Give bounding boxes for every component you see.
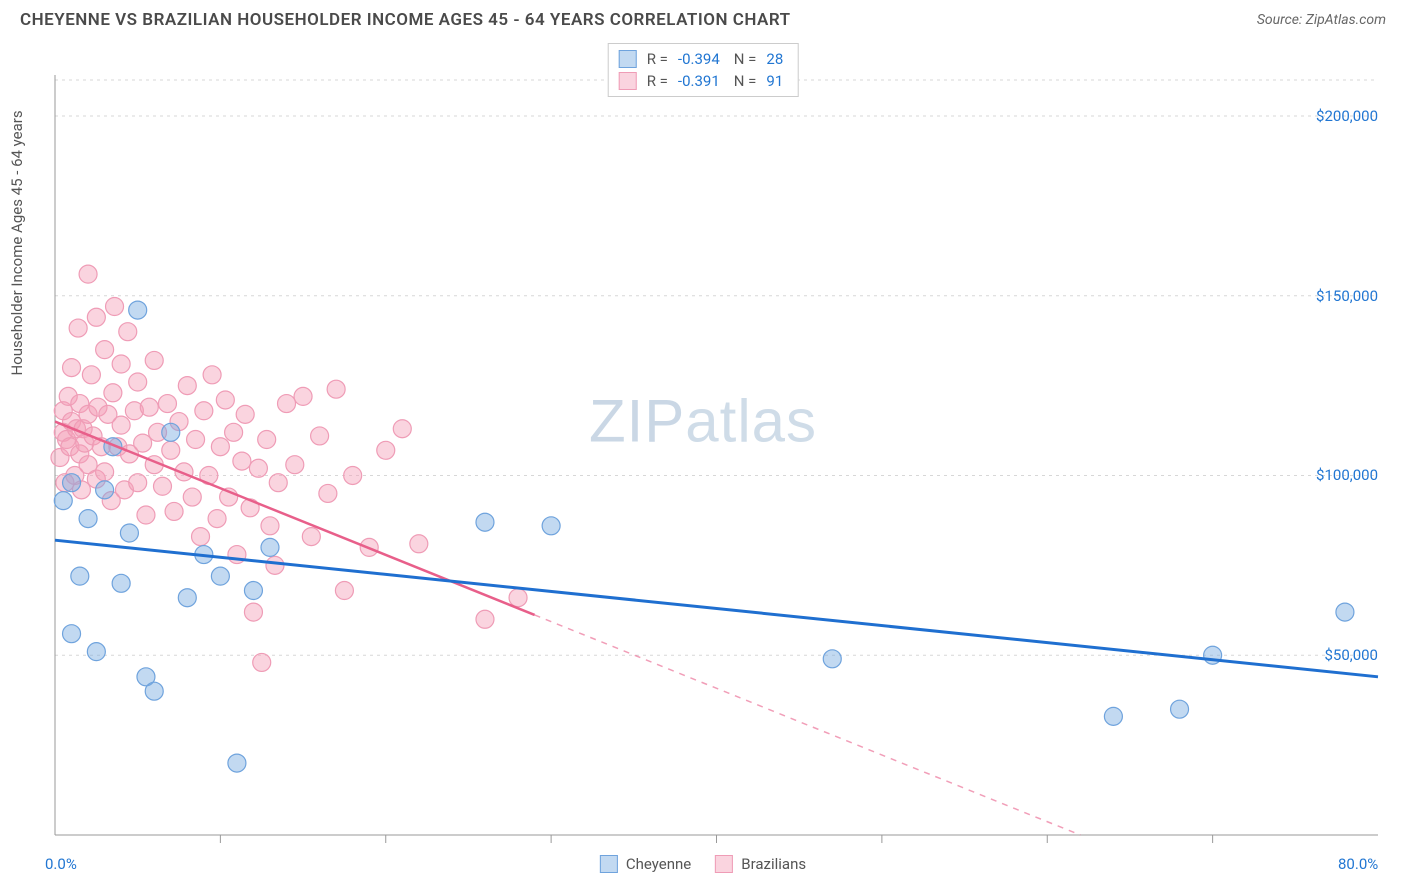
y-tick-label: $200,000 [1316, 107, 1378, 125]
y-tick-label: $100,000 [1316, 466, 1378, 484]
stats-row-brazilians: R =-0.391 N =91 [619, 70, 788, 92]
y-axis-label: Householder Income Ages 45 - 64 years [8, 110, 26, 375]
x-axis-max-label: 80.0% [1338, 855, 1378, 873]
swatch-cheyenne-2 [600, 855, 618, 873]
chart-area: Householder Income Ages 45 - 64 years ZI… [0, 35, 1406, 875]
scatter-plot [0, 35, 1406, 855]
y-tick-label: $150,000 [1316, 287, 1378, 305]
swatch-brazilians [619, 72, 637, 90]
legend-item-brazilians: Brazilians [715, 855, 806, 873]
chart-title: CHEYENNE VS BRAZILIAN HOUSEHOLDER INCOME… [20, 10, 791, 30]
swatch-brazilians-2 [715, 855, 733, 873]
stats-row-cheyenne: R =-0.394 N =28 [619, 48, 788, 70]
x-axis-min-label: 0.0% [45, 855, 77, 873]
swatch-cheyenne [619, 50, 637, 68]
source-label: Source: ZipAtlas.com [1257, 12, 1386, 28]
legend-item-cheyenne: Cheyenne [600, 855, 691, 873]
y-tick-label: $50,000 [1324, 646, 1378, 664]
series-legend: Cheyenne Brazilians [600, 855, 806, 873]
stats-legend: R =-0.394 N =28 R =-0.391 N =91 [608, 43, 799, 97]
